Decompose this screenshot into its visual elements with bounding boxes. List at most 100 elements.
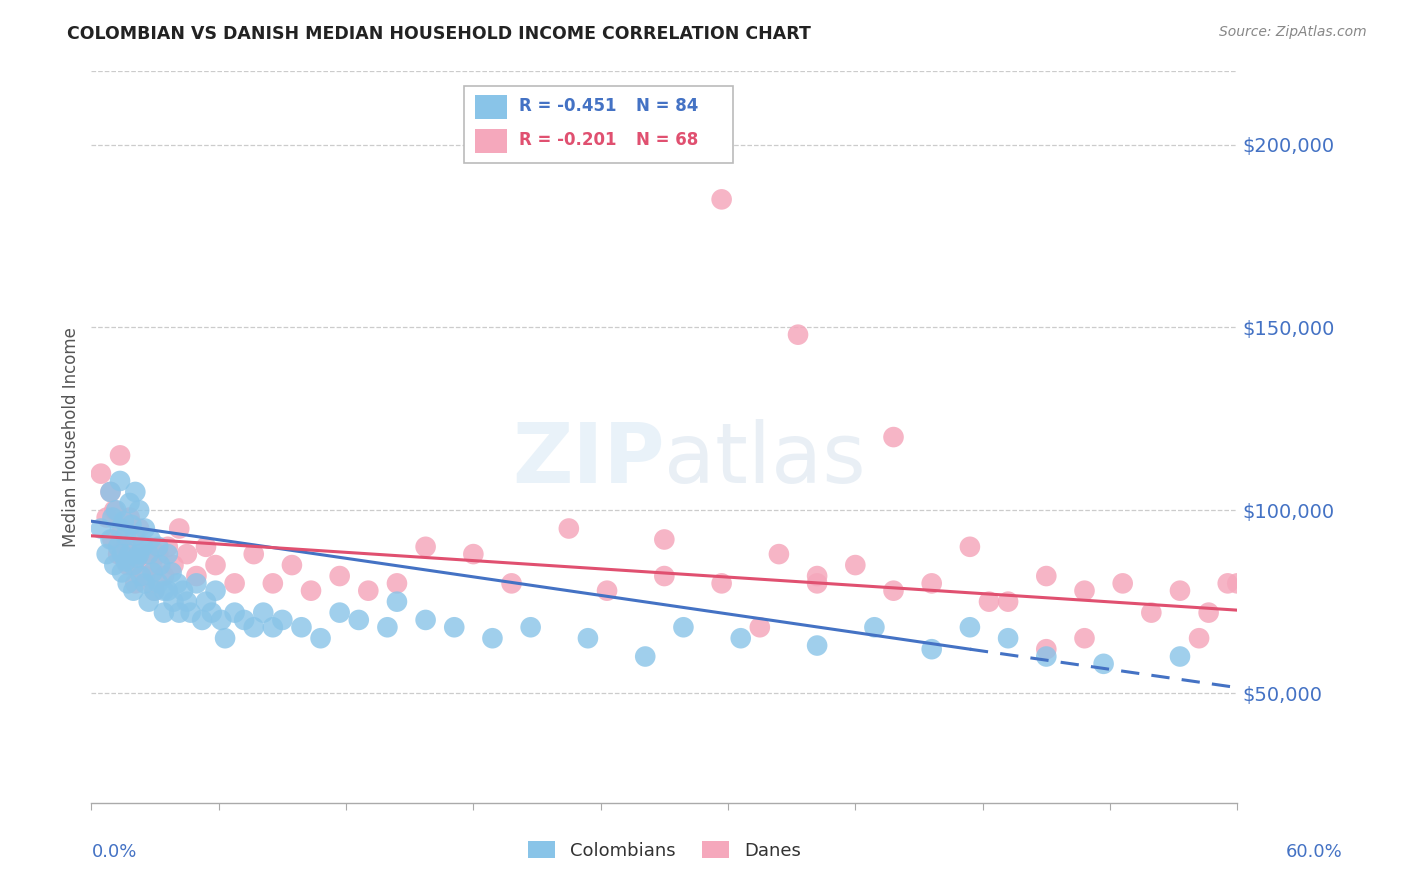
Point bbox=[121, 517, 143, 532]
Point bbox=[172, 583, 194, 598]
Point bbox=[139, 533, 162, 547]
Point bbox=[111, 547, 134, 561]
Y-axis label: Median Household Income: Median Household Income bbox=[62, 327, 80, 547]
Point bbox=[748, 620, 770, 634]
Point bbox=[385, 576, 408, 591]
Point bbox=[519, 620, 541, 634]
Point bbox=[1111, 576, 1133, 591]
Point bbox=[501, 576, 523, 591]
Point bbox=[329, 569, 352, 583]
Text: COLOMBIAN VS DANISH MEDIAN HOUSEHOLD INCOME CORRELATION CHART: COLOMBIAN VS DANISH MEDIAN HOUSEHOLD INC… bbox=[67, 25, 811, 43]
Point bbox=[108, 448, 131, 462]
Point bbox=[652, 569, 675, 583]
Point bbox=[127, 550, 149, 565]
Point bbox=[242, 620, 264, 634]
Point bbox=[186, 569, 208, 583]
Point bbox=[112, 514, 135, 528]
Point bbox=[959, 540, 981, 554]
Point bbox=[204, 583, 226, 598]
Point bbox=[463, 547, 485, 561]
Point bbox=[156, 540, 179, 554]
Point bbox=[710, 90, 733, 104]
Point bbox=[787, 327, 810, 342]
Point bbox=[1168, 649, 1191, 664]
Point bbox=[148, 547, 170, 561]
Point bbox=[176, 594, 198, 608]
Point bbox=[997, 632, 1019, 646]
Point bbox=[118, 510, 141, 524]
Point bbox=[108, 521, 131, 535]
Point bbox=[90, 467, 112, 481]
FancyBboxPatch shape bbox=[475, 129, 508, 153]
Text: 60.0%: 60.0% bbox=[1286, 843, 1343, 861]
Point bbox=[1168, 583, 1191, 598]
Point bbox=[1226, 576, 1249, 591]
Point bbox=[634, 649, 657, 664]
Point bbox=[124, 529, 146, 543]
Point bbox=[1073, 632, 1095, 646]
Point bbox=[921, 576, 943, 591]
Point bbox=[209, 613, 232, 627]
Point bbox=[863, 620, 886, 634]
Point bbox=[194, 594, 217, 608]
Point bbox=[882, 583, 904, 598]
Point bbox=[101, 533, 124, 547]
Point bbox=[124, 484, 146, 499]
Point bbox=[1216, 576, 1239, 591]
Point bbox=[132, 540, 155, 554]
FancyBboxPatch shape bbox=[464, 86, 733, 163]
Point bbox=[124, 576, 146, 591]
Point bbox=[167, 606, 190, 620]
Point bbox=[1188, 632, 1211, 646]
Text: Source: ZipAtlas.com: Source: ZipAtlas.com bbox=[1219, 25, 1367, 39]
Point bbox=[156, 583, 179, 598]
Point bbox=[103, 503, 125, 517]
Point bbox=[415, 613, 437, 627]
Point bbox=[162, 594, 184, 608]
Point bbox=[107, 540, 129, 554]
Point bbox=[768, 547, 790, 561]
Point bbox=[194, 540, 217, 554]
Point bbox=[710, 576, 733, 591]
Point bbox=[1073, 583, 1095, 598]
Point bbox=[844, 558, 866, 573]
Point bbox=[652, 533, 675, 547]
Point bbox=[672, 620, 695, 634]
Point bbox=[176, 547, 198, 561]
Point bbox=[233, 613, 256, 627]
Point bbox=[224, 606, 246, 620]
Point bbox=[141, 558, 163, 573]
Point bbox=[101, 510, 124, 524]
Point bbox=[1198, 606, 1220, 620]
Point bbox=[111, 521, 134, 535]
Point bbox=[201, 606, 224, 620]
Point bbox=[576, 632, 599, 646]
Point bbox=[290, 620, 312, 634]
Point bbox=[129, 569, 152, 583]
Point bbox=[329, 606, 352, 620]
Point bbox=[108, 474, 131, 488]
Point bbox=[357, 583, 380, 598]
Point bbox=[122, 583, 145, 598]
Legend: Colombians, Danes: Colombians, Danes bbox=[520, 834, 808, 867]
Point bbox=[162, 558, 184, 573]
Point bbox=[100, 484, 122, 499]
Point bbox=[121, 540, 143, 554]
Point bbox=[134, 521, 156, 535]
Point bbox=[415, 540, 437, 554]
Point bbox=[128, 521, 150, 535]
Point bbox=[242, 547, 264, 561]
Point bbox=[100, 533, 122, 547]
Point bbox=[148, 576, 170, 591]
FancyBboxPatch shape bbox=[475, 95, 508, 119]
Point bbox=[103, 558, 125, 573]
Point bbox=[977, 594, 1000, 608]
Text: ZIP: ZIP bbox=[512, 418, 664, 500]
Point bbox=[710, 192, 733, 206]
Point bbox=[299, 583, 322, 598]
Point bbox=[596, 583, 619, 598]
Text: N = 68: N = 68 bbox=[636, 131, 697, 149]
Point bbox=[134, 569, 156, 583]
Point bbox=[153, 583, 176, 598]
Point bbox=[143, 583, 166, 598]
